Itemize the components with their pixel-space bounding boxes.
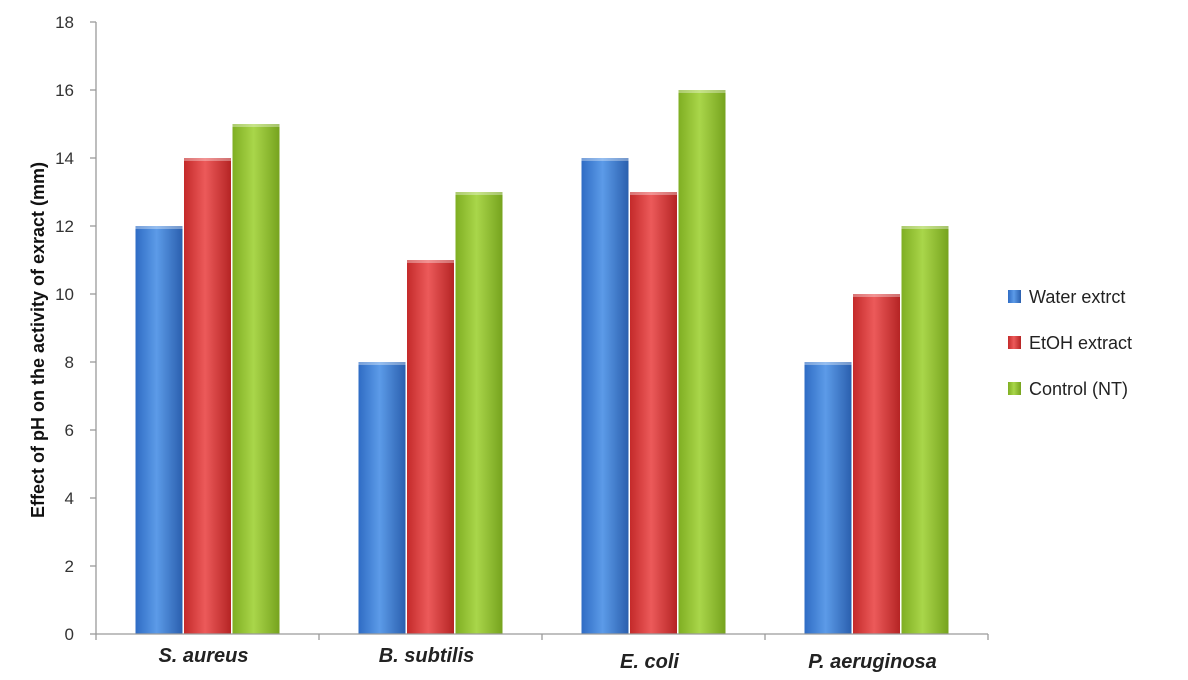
bar-cap bbox=[232, 124, 280, 127]
y-tick-label: 2 bbox=[65, 557, 74, 576]
category-labels: S. aureus B. subtilis E. coli P. aeruginosa bbox=[158, 645, 936, 673]
category-label: P. aeruginosa bbox=[808, 651, 937, 673]
bar-control-nt--2 bbox=[678, 90, 726, 634]
bar-etoh-extract-0 bbox=[184, 158, 231, 634]
bar-cap bbox=[358, 362, 406, 365]
bar-cap bbox=[184, 158, 231, 161]
bar-control-nt--0 bbox=[232, 124, 280, 634]
y-tick-label: 8 bbox=[65, 353, 74, 372]
category-label: S. aureus bbox=[158, 645, 248, 667]
y-tick-label: 0 bbox=[65, 625, 74, 644]
bar-control-nt--3 bbox=[901, 226, 949, 634]
y-axis-ticks: 0 2 4 6 8 10 12 14 16 18 bbox=[55, 13, 96, 644]
bar-cap bbox=[581, 158, 629, 161]
legend-label: Control (NT) bbox=[1029, 379, 1128, 399]
bar-cap bbox=[804, 362, 852, 365]
bar-etoh-extract-2 bbox=[630, 192, 677, 634]
legend-swatch bbox=[1008, 382, 1021, 395]
bar-cap bbox=[678, 90, 726, 93]
bar-cap bbox=[407, 260, 454, 263]
bar-cap bbox=[853, 294, 900, 297]
bar-water-extrct-3 bbox=[804, 362, 852, 634]
bar-etoh-extract-1 bbox=[407, 260, 454, 634]
y-tick-label: 18 bbox=[55, 13, 74, 32]
bar-cap bbox=[901, 226, 949, 229]
category-label: B. subtilis bbox=[379, 645, 475, 667]
y-tick-label: 4 bbox=[65, 489, 74, 508]
y-axis-label: Effect of pH on the activity of exract (… bbox=[28, 162, 48, 518]
bars bbox=[135, 90, 949, 634]
y-tick-label: 12 bbox=[55, 217, 74, 236]
bar-cap bbox=[455, 192, 503, 195]
y-tick-label: 6 bbox=[65, 421, 74, 440]
axes bbox=[95, 22, 989, 640]
y-tick-label: 14 bbox=[55, 149, 74, 168]
y-tick-label: 16 bbox=[55, 81, 74, 100]
y-tick-label: 10 bbox=[55, 285, 74, 304]
legend-label: EtOH extract bbox=[1029, 333, 1132, 353]
category-label: E. coli bbox=[620, 651, 679, 673]
bar-water-extrct-0 bbox=[135, 226, 183, 634]
bar-water-extrct-2 bbox=[581, 158, 629, 634]
bar-cap bbox=[135, 226, 183, 229]
bar-cap bbox=[630, 192, 677, 195]
legend: Water extrct EtOH extract Control (NT) bbox=[1008, 287, 1132, 399]
legend-swatch bbox=[1008, 290, 1021, 303]
legend-swatch bbox=[1008, 336, 1021, 349]
bar-etoh-extract-3 bbox=[853, 294, 900, 634]
bar-control-nt--1 bbox=[455, 192, 503, 634]
legend-label: Water extrct bbox=[1029, 287, 1125, 307]
bar-water-extrct-1 bbox=[358, 362, 406, 634]
